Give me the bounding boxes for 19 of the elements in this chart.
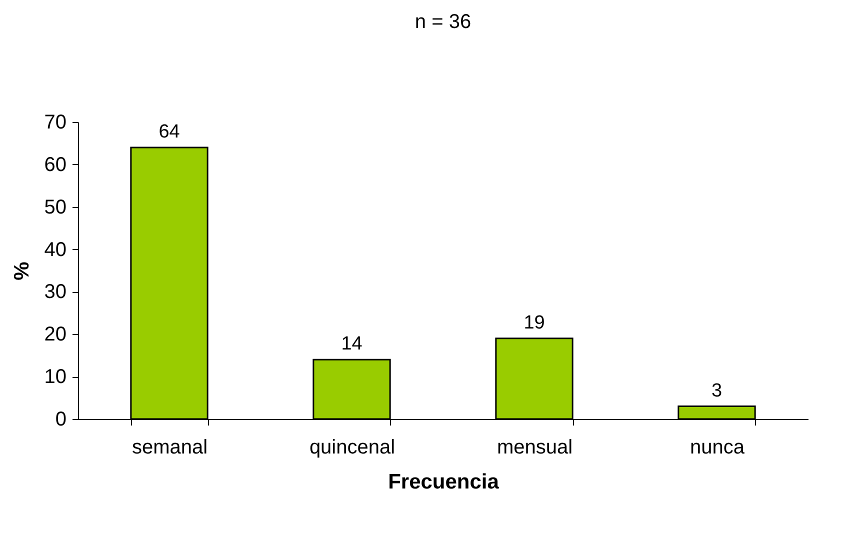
y-tick-label: 30 (44, 281, 66, 304)
chart-title: n = 36 (414, 11, 472, 33)
x-tick-label: quincenal (309, 436, 396, 458)
x-tick-label: mensual (496, 436, 573, 458)
y-axis-title: % (10, 261, 34, 280)
data-label: 3 (711, 380, 722, 402)
y-tick-label: 20 (44, 324, 66, 346)
data-label: 14 (341, 334, 363, 355)
x-tick-label: semanal (132, 436, 208, 458)
y-tick-label: 0 (55, 408, 66, 430)
y-tick-label: 50 (44, 196, 66, 218)
x-axis-title: Frecuencia (388, 470, 500, 494)
y-tick-label: 40 (44, 238, 66, 261)
y-tick-label: 70 (44, 112, 66, 134)
x-tick-label: nunca (690, 436, 746, 458)
y-tick-label: 10 (44, 366, 66, 388)
data-label: 19 (524, 312, 545, 334)
y-tick-label: 60 (44, 154, 66, 176)
data-label: 64 (158, 121, 180, 142)
